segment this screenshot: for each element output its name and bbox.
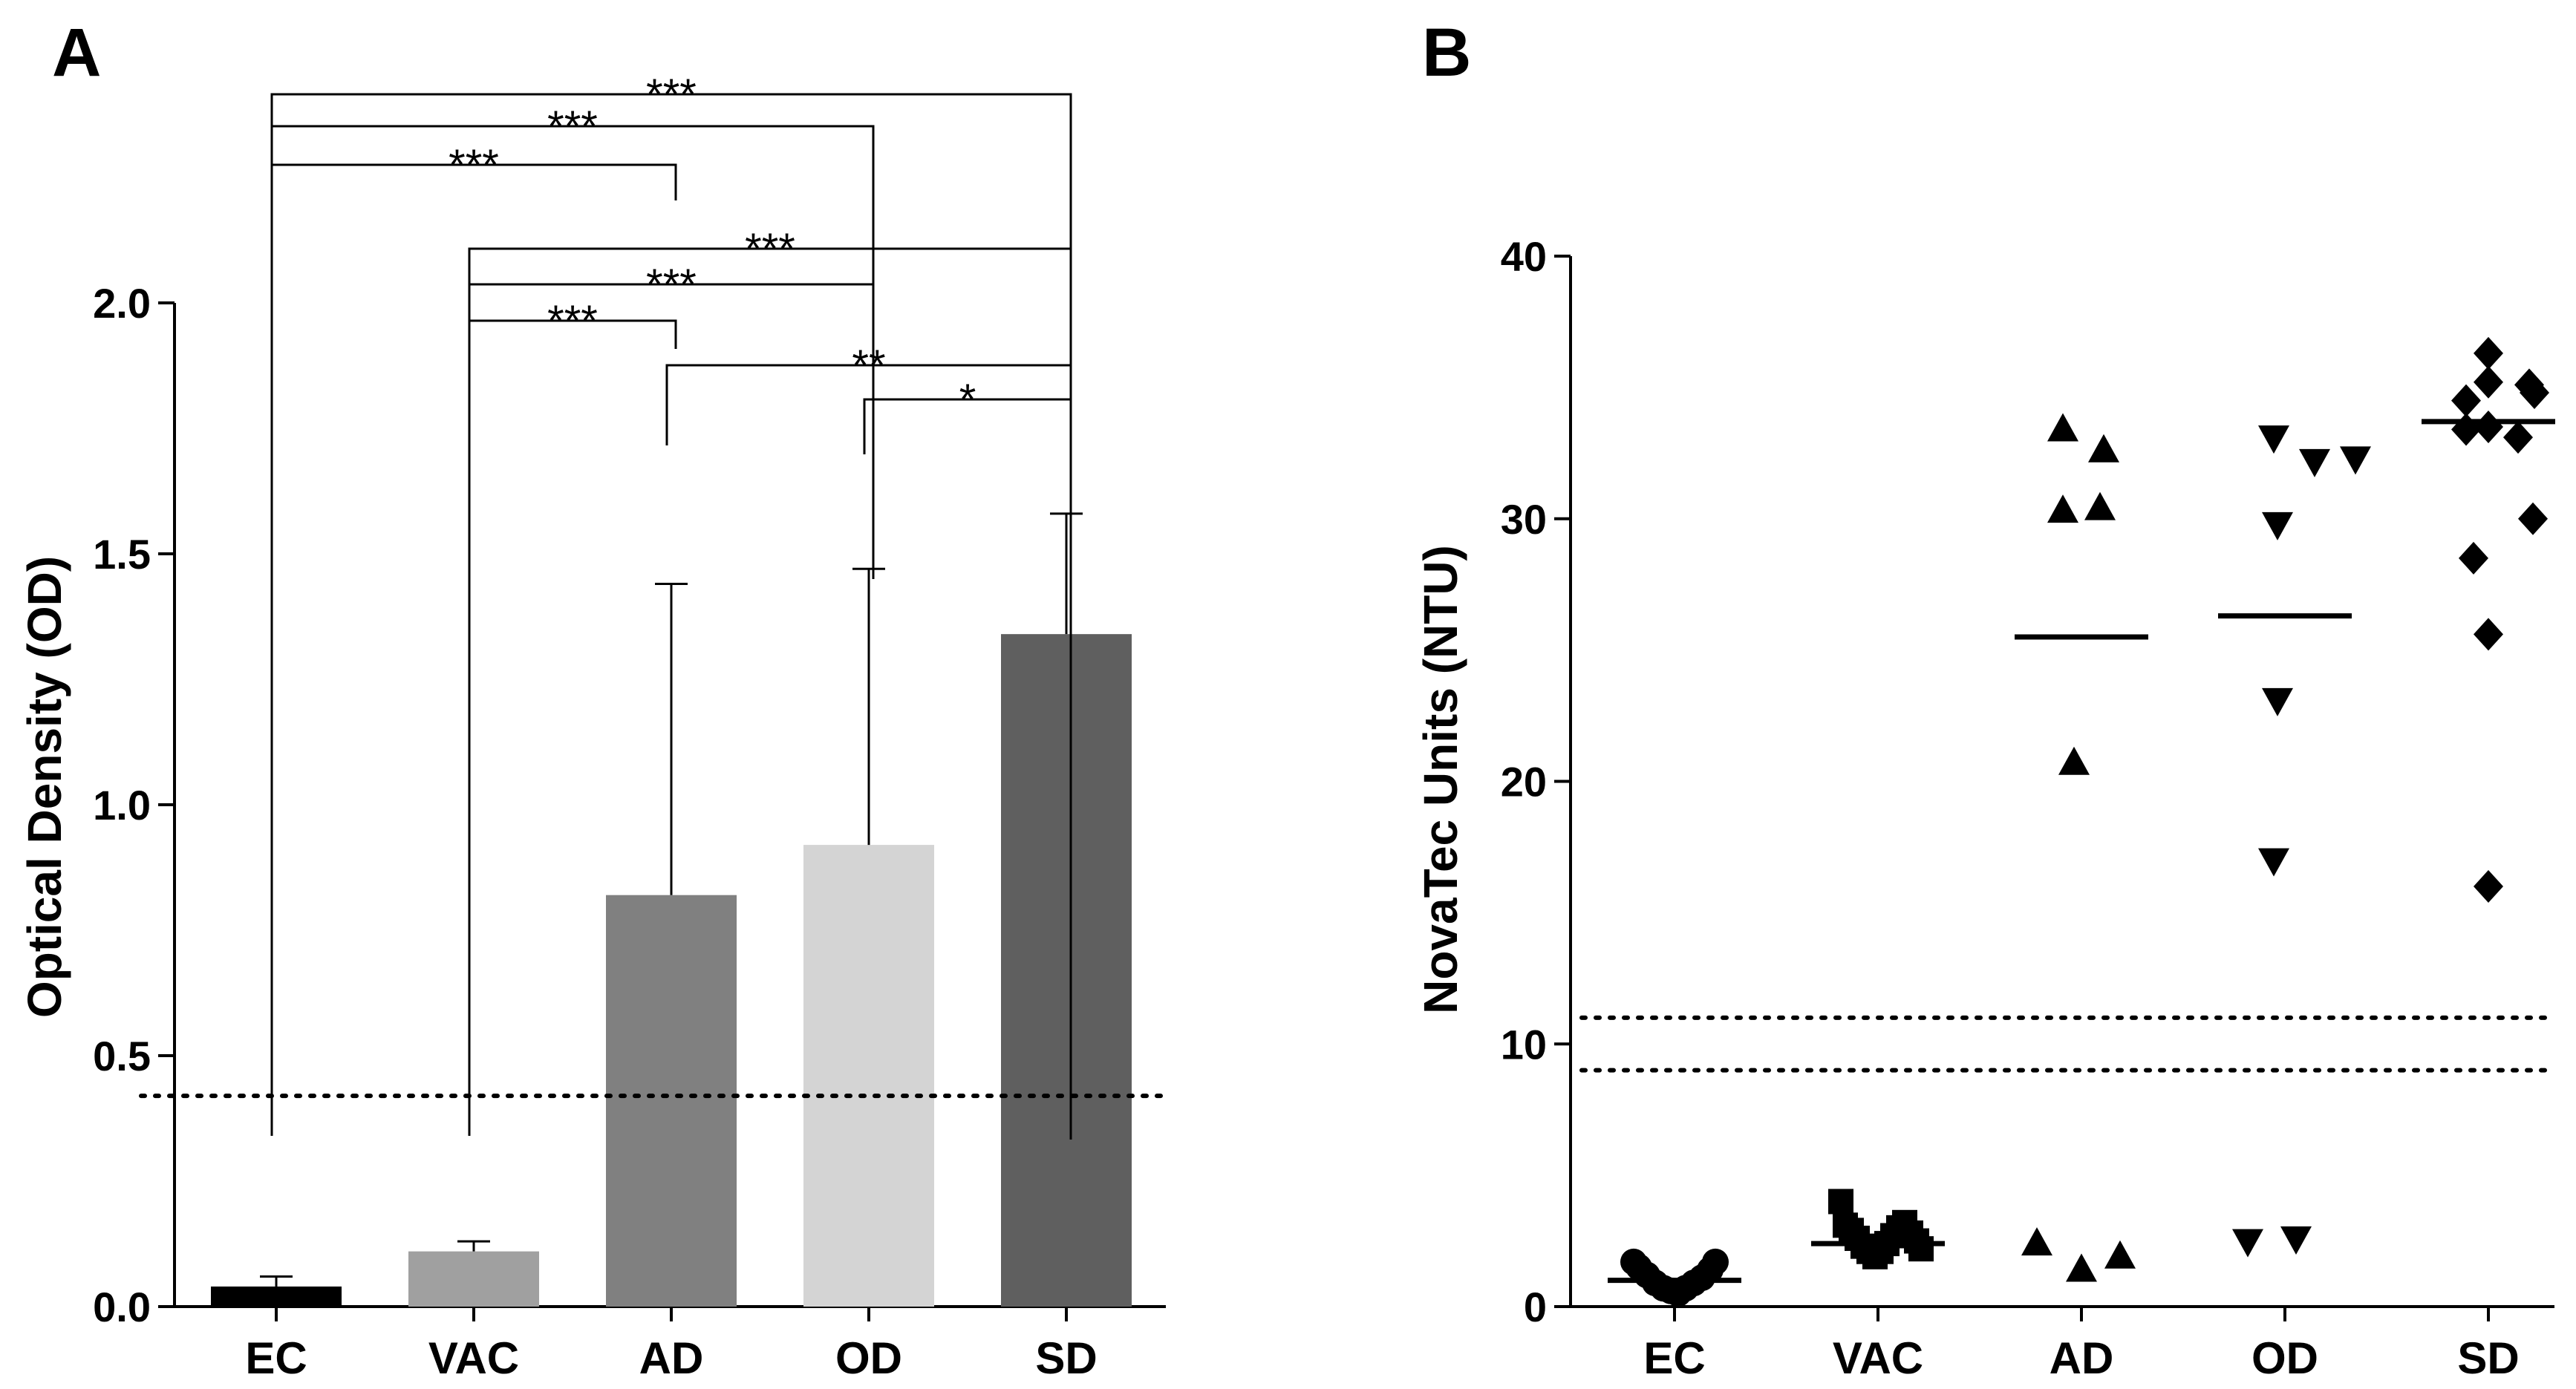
significance-label: ***: [745, 225, 795, 273]
significance-bracket: [665, 364, 1072, 445]
point-triangle-up: [2066, 1253, 2097, 1282]
y-tick-label-b: 40: [1501, 233, 1547, 280]
y-tick-label-a: 1.0: [93, 782, 151, 829]
category-label-b-od: OD: [2251, 1333, 2318, 1383]
point-diamond: [2474, 618, 2503, 651]
point-triangle-up: [2088, 434, 2119, 463]
point-diamond: [2474, 365, 2503, 399]
point-triangle-down: [2299, 448, 2330, 477]
y-tick-label-b: 20: [1501, 759, 1547, 805]
point-circle: [1702, 1248, 1729, 1275]
point-triangle-down: [2340, 446, 2371, 475]
bar-ad: [606, 895, 737, 1307]
category-label-a-ec: EC: [245, 1333, 307, 1383]
category-label-a-vac: VAC: [428, 1333, 519, 1383]
point-diamond: [2520, 376, 2549, 409]
significance-label: *: [959, 376, 976, 424]
y-axis-label-b: NovaTec Units (NTU): [1414, 545, 1467, 1014]
y-tick-label-b: 0: [1524, 1284, 1547, 1330]
y-tick-label-a: 0.5: [93, 1033, 151, 1079]
category-label-b-ad: AD: [2050, 1333, 2114, 1383]
category-label-b-sd: SD: [2457, 1333, 2519, 1383]
point-diamond: [2451, 384, 2481, 417]
significance-bracket: [468, 247, 1072, 1136]
significance-bracket: [863, 398, 1072, 454]
category-label-b-vac: VAC: [1833, 1333, 1923, 1383]
bar-sd: [1001, 634, 1132, 1307]
panel-a-label: A: [52, 15, 101, 91]
panel-b-scatter-chart: NovaTec Units (NTU) 0 10 20 30 40 EC VAC AD OD SD: [1414, 233, 2557, 1383]
category-label-a-ad: AD: [639, 1333, 704, 1383]
significance-bracket: [468, 319, 677, 1136]
point-triangle-up: [2021, 1227, 2052, 1256]
point-triangle-down: [2258, 425, 2289, 454]
point-diamond: [2459, 541, 2488, 575]
point-triangle-up: [2047, 494, 2078, 523]
panel-a-bar-chart: Optical Density (OD) 0.0 0.5 1.0 1.5 2.0 EC VA…: [18, 71, 1168, 1383]
significance-label: ***: [547, 297, 598, 345]
panel-b-label: B: [1422, 15, 1471, 91]
point-triangle-down: [2280, 1226, 2312, 1255]
point-triangle-down: [2262, 512, 2293, 540]
point-diamond: [2518, 502, 2548, 535]
significance-label: ***: [646, 71, 697, 119]
y-tick-label-a: 0.0: [93, 1284, 151, 1330]
bar-vac: [408, 1251, 539, 1307]
point-triangle-down: [2262, 687, 2293, 716]
significance-label: ***: [449, 141, 499, 189]
y-tick-label-b: 30: [1501, 496, 1547, 543]
category-label-b-ec: EC: [1643, 1333, 1705, 1383]
bar-od: [803, 845, 934, 1307]
significance-label: ***: [547, 102, 598, 151]
point-square: [1828, 1189, 1853, 1215]
point-square: [1908, 1236, 1934, 1262]
point-triangle-up: [2047, 413, 2078, 442]
y-tick-label-a: 2.0: [93, 280, 151, 327]
point-triangle-down: [2258, 848, 2289, 877]
category-label-a-od: OD: [835, 1333, 902, 1383]
point-triangle-up: [2104, 1240, 2136, 1269]
point-triangle-down: [2232, 1229, 2263, 1258]
y-tick-label-a: 1.5: [93, 531, 151, 578]
y-tick-label-b: 10: [1501, 1021, 1547, 1068]
category-label-a-sd: SD: [1035, 1333, 1097, 1383]
bar-ec: [211, 1286, 342, 1307]
significance-label: ***: [646, 261, 697, 309]
point-triangle-up: [2084, 491, 2116, 520]
point-diamond: [2474, 336, 2503, 370]
y-axis-label-a: Optical Density (OD): [18, 556, 71, 1018]
significance-bracket: [270, 125, 875, 1136]
point-diamond: [2451, 413, 2481, 446]
significance-label: **: [852, 341, 885, 390]
point-diamond: [2474, 870, 2503, 903]
point-triangle-up: [2058, 746, 2090, 775]
point-diamond: [2474, 410, 2503, 443]
point-diamond: [2503, 421, 2533, 454]
significance-bracket: [270, 163, 677, 1136]
